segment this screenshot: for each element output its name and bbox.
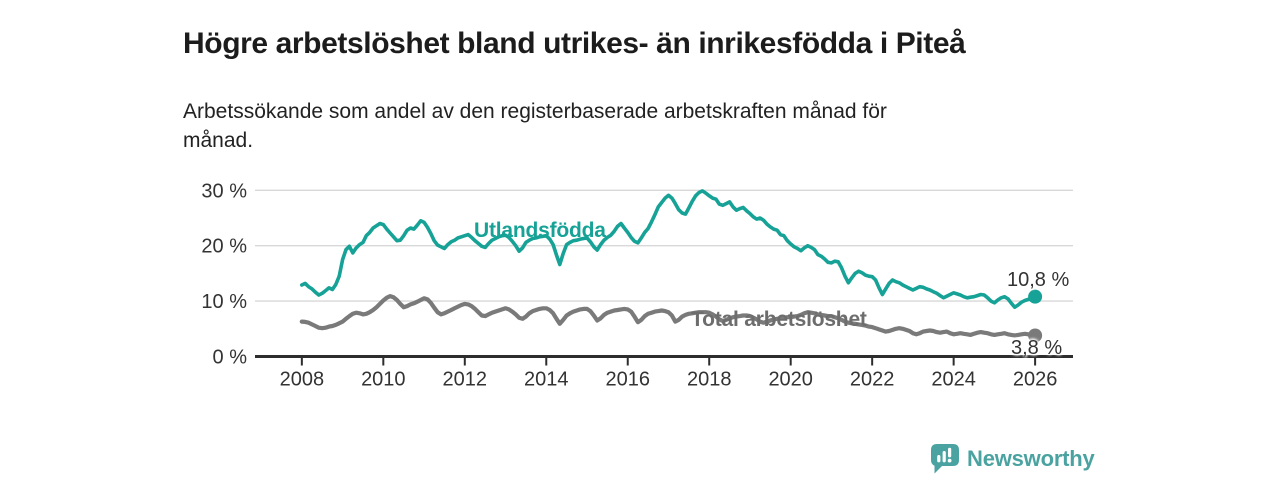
x-tick-label-2018: 2018 — [687, 369, 732, 391]
chart-subtitle: Arbetssökande som andel av den registerb… — [183, 97, 887, 155]
x-tick-label-2008: 2008 — [280, 369, 325, 391]
utlandsfodda-end-value: 10,8 % — [1007, 269, 1070, 291]
newsworthy-brand-text: Newsworthy — [967, 446, 1095, 471]
y-tick-label-10: 10 % — [201, 291, 247, 313]
x-tick-label-2022: 2022 — [850, 369, 895, 391]
x-tick-label-2026: 2026 — [1013, 369, 1058, 391]
total-arbetsloshet-end-dot — [1028, 328, 1043, 343]
y-tick-label-0: 0 % — [213, 347, 248, 369]
utlandsfodda-end-dot — [1028, 289, 1043, 304]
chart-subtitle-line2: månad. — [183, 129, 254, 152]
chart-subtitle-line1: Arbetssökande som andel av den registerb… — [183, 100, 887, 123]
x-tick-label-2024: 2024 — [931, 369, 976, 391]
page-title: Högre arbetslöshet bland utrikes- än inr… — [183, 27, 966, 61]
x-tick-label-2014: 2014 — [524, 369, 569, 391]
y-tick-label-20: 20 % — [201, 236, 247, 258]
x-tick-label-2012: 2012 — [443, 369, 488, 391]
x-tick-label-2016: 2016 — [605, 369, 650, 391]
total-arbetsloshet-series-label: Total arbetslöshet — [691, 308, 867, 331]
x-tick-label-2010: 2010 — [361, 369, 406, 391]
newsworthy-attribution[interactable]: Newsworthy — [931, 444, 1095, 474]
x-tick-label-2020: 2020 — [768, 369, 813, 391]
utlandsfodda-series-label: Utlandsfödda — [474, 219, 606, 242]
newsworthy-logo-icon — [931, 444, 959, 474]
total-arbetsloshet-line — [299, 294, 1038, 338]
total-arbetsloshet-end-value: 3,8 % — [1011, 337, 1063, 359]
y-tick-label-30: 30 % — [201, 180, 247, 202]
utlandsfodda-line — [299, 189, 1037, 310]
